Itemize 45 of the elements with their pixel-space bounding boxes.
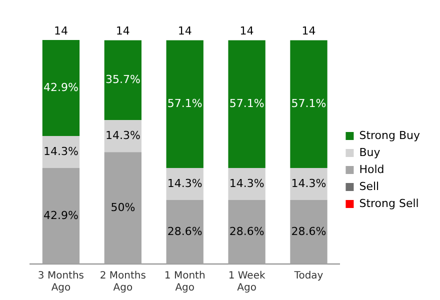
data-label: 57.1% <box>167 96 202 110</box>
bar <box>290 40 328 168</box>
bar <box>228 40 266 168</box>
data-label: 14.3% <box>229 176 264 190</box>
legend-label: Hold <box>359 162 384 176</box>
legend-label: Sell <box>359 180 380 193</box>
bar <box>166 200 204 264</box>
data-label: 28.6% <box>167 224 202 238</box>
bar <box>42 136 80 168</box>
bar <box>290 168 328 200</box>
data-label: 14.3% <box>43 144 78 158</box>
data-label: 42.9% <box>43 80 78 94</box>
data-label: 14.3% <box>105 128 140 142</box>
legend-label: Strong Sell <box>359 196 419 210</box>
data-label: 14.3% <box>291 176 326 190</box>
annotation: 14 <box>302 24 316 38</box>
legend-label: Buy <box>359 146 381 159</box>
annotation: 14 <box>54 24 68 38</box>
bar <box>166 168 204 200</box>
bar <box>290 200 328 264</box>
data-label: 57.1% <box>229 96 264 110</box>
data-label: 50% <box>110 200 136 214</box>
x-tick-label: 3 Months Ago <box>38 270 84 294</box>
data-label: 42.9% <box>43 208 78 222</box>
data-label: 28.6% <box>291 224 326 238</box>
data-label: 14.3% <box>167 176 202 190</box>
bar <box>42 168 80 264</box>
annotation: 14 <box>240 24 254 38</box>
bar <box>228 200 266 264</box>
bar <box>104 40 142 120</box>
x-tick-label: 1 Month Ago <box>164 270 206 294</box>
bar <box>166 40 204 168</box>
annotation: 14 <box>178 24 192 38</box>
x-tick-label: 1 Week Ago <box>228 270 266 294</box>
bar <box>228 168 266 200</box>
x-tick-label: 2 Months Ago <box>100 270 146 294</box>
bar <box>104 120 142 152</box>
bar <box>104 152 142 264</box>
data-label: 28.6% <box>229 224 264 238</box>
annotation: 14 <box>116 24 130 38</box>
x-tick-label: Today <box>293 270 324 282</box>
data-label: 57.1% <box>291 96 326 110</box>
legend-label: Strong Buy <box>359 128 420 142</box>
data-label: 35.7% <box>105 73 140 86</box>
bar <box>42 40 80 136</box>
